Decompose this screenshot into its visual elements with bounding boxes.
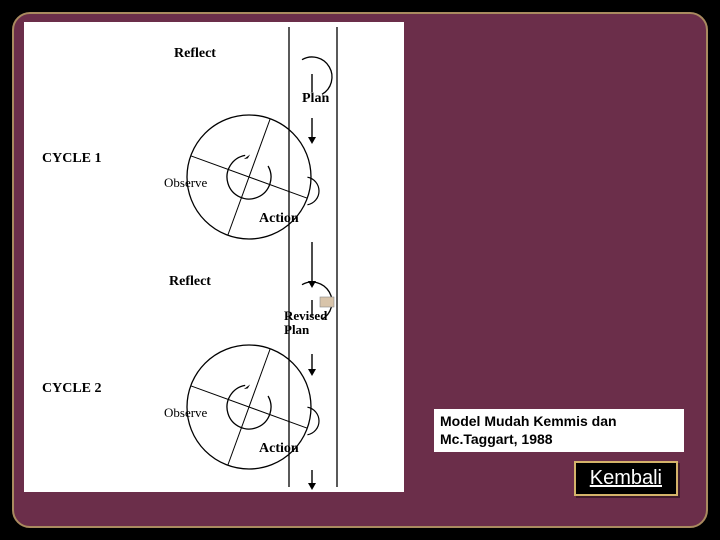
back-button[interactable]: Kembali: [574, 461, 678, 496]
diagram-svg: CYCLE 1 Reflect Plan Observe Action CYCLE 2 Re…: [24, 22, 404, 492]
svg-text:Action: Action: [259, 441, 299, 456]
svg-text:Reflect: Reflect: [169, 274, 211, 289]
caption-line-2: Mc.Taggart, 1988: [440, 431, 553, 447]
svg-text:Reflect: Reflect: [174, 46, 216, 61]
caption-line-1: Model Mudah Kemmis dan: [440, 413, 617, 429]
svg-text:CYCLE 1: CYCLE 1: [42, 151, 102, 166]
svg-text:RevisedPlan: RevisedPlan: [284, 308, 328, 337]
svg-text:Action: Action: [259, 211, 299, 226]
svg-text:Observe: Observe: [164, 175, 208, 190]
svg-text:CYCLE 2: CYCLE 2: [42, 381, 102, 396]
diagram-panel: CYCLE 1 Reflect Plan Observe Action CYCLE 2 Re…: [24, 22, 404, 492]
slide-frame: CYCLE 1 Reflect Plan Observe Action CYCLE 2 Re…: [12, 12, 708, 528]
svg-text:Observe: Observe: [164, 405, 208, 420]
caption-box: Model Mudah Kemmis dan Mc.Taggart, 1988: [434, 409, 684, 452]
back-button-label: Kembali: [590, 467, 662, 489]
svg-text:Plan: Plan: [302, 91, 329, 106]
